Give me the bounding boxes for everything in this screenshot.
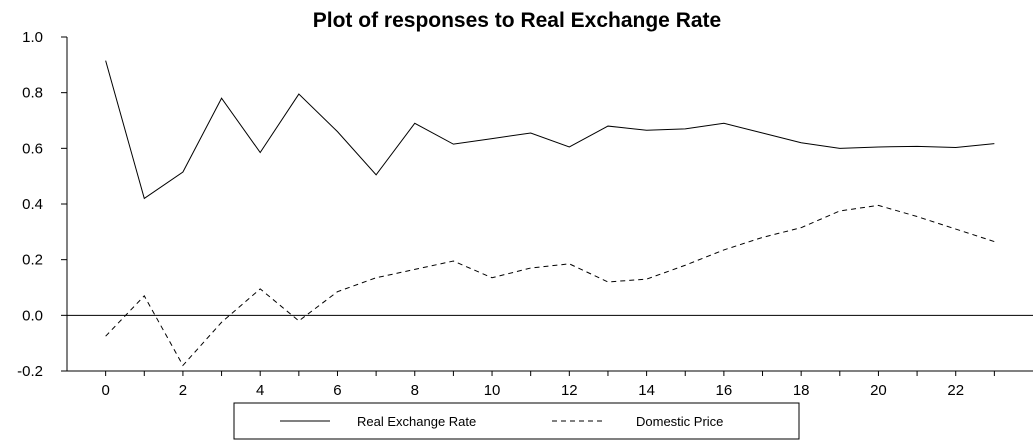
- x-tick-label: 4: [256, 382, 264, 399]
- y-tick-label: 0.2: [22, 252, 43, 269]
- legend-label-2: Domestic Price: [636, 414, 723, 429]
- legend-label-1: Real Exchange Rate: [357, 414, 476, 429]
- x-tick-label: 12: [561, 382, 578, 399]
- legend: Real Exchange Rate Domestic Price: [233, 402, 800, 440]
- series-line-2: [105, 204, 995, 367]
- x-tick-label: 20: [870, 382, 887, 399]
- y-tick-label: 0.4: [22, 196, 43, 213]
- x-tick-label: 18: [793, 382, 810, 399]
- x-tick-label: 0: [101, 382, 109, 399]
- x-tick-label: 14: [638, 382, 655, 399]
- series-line-1: [105, 60, 995, 200]
- x-tick-label: 16: [716, 382, 733, 399]
- x-tick-label: 6: [333, 382, 341, 399]
- y-tick-label: 0.6: [22, 140, 43, 157]
- x-tick-label: 10: [484, 382, 501, 399]
- y-tick-label: 1.0: [22, 29, 43, 46]
- x-tick-label: 2: [179, 382, 187, 399]
- chart-title: Plot of responses to Real Exchange Rate: [313, 9, 721, 32]
- y-tick-label: 0.0: [22, 307, 43, 324]
- x-tick-label: 8: [411, 382, 419, 399]
- series-layer: [105, 60, 995, 367]
- x-tick-label: 22: [947, 382, 964, 399]
- y-tick-label: -0.2: [17, 363, 43, 380]
- y-tick-label: 0.8: [22, 85, 43, 102]
- axes: 1.0 0.8 0.6 0.4 0.2 0.0 -0.2 0 2 4 6 8 10 12 14 16 18 20 2…: [17, 29, 1033, 399]
